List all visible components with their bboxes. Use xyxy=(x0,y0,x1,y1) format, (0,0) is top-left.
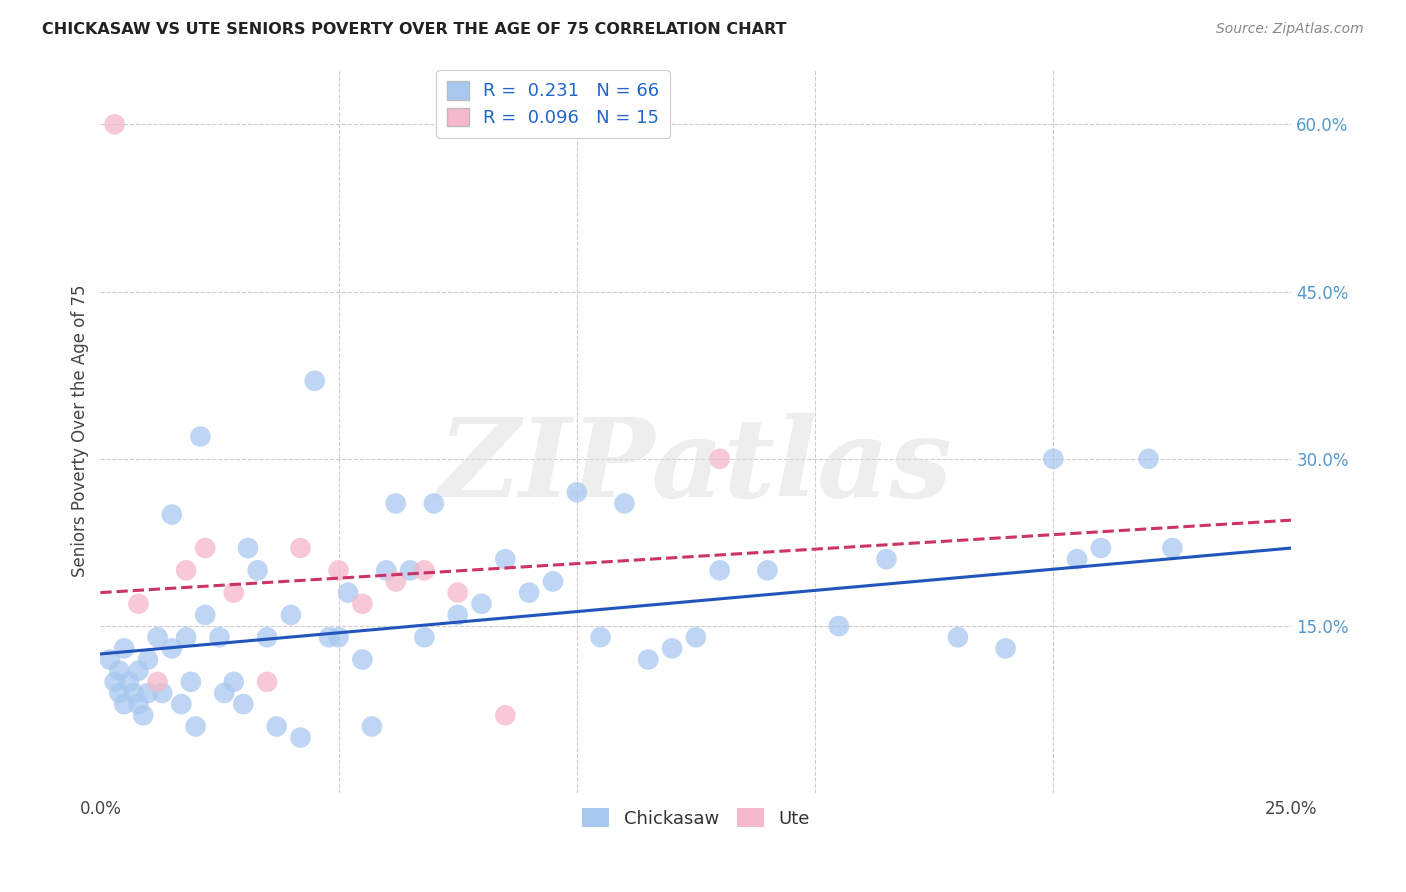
Point xyxy=(108,686,131,700)
Point xyxy=(194,541,217,555)
Point xyxy=(1090,541,1112,555)
Point xyxy=(132,708,155,723)
Point xyxy=(150,686,173,700)
Point xyxy=(613,496,636,510)
Point xyxy=(180,674,202,689)
Point xyxy=(423,496,446,510)
Point xyxy=(266,719,288,733)
Point xyxy=(318,630,340,644)
Point xyxy=(146,674,169,689)
Point xyxy=(337,585,360,599)
Point xyxy=(127,697,149,711)
Point xyxy=(413,630,436,644)
Point xyxy=(494,552,516,566)
Point xyxy=(384,496,406,510)
Point xyxy=(104,117,127,131)
Point xyxy=(447,585,470,599)
Point xyxy=(384,574,406,589)
Point xyxy=(447,607,470,622)
Point xyxy=(112,697,135,711)
Point xyxy=(108,664,131,678)
Text: CHICKASAW VS UTE SENIORS POVERTY OVER THE AGE OF 75 CORRELATION CHART: CHICKASAW VS UTE SENIORS POVERTY OVER TH… xyxy=(42,22,787,37)
Point xyxy=(1042,451,1064,466)
Point xyxy=(170,697,193,711)
Text: Source: ZipAtlas.com: Source: ZipAtlas.com xyxy=(1216,22,1364,37)
Legend: Chickasaw, Ute: Chickasaw, Ute xyxy=(575,801,817,835)
Point xyxy=(256,674,278,689)
Point xyxy=(589,630,612,644)
Point xyxy=(494,708,516,723)
Point xyxy=(122,686,145,700)
Point xyxy=(174,630,197,644)
Point xyxy=(146,630,169,644)
Point xyxy=(541,574,564,589)
Point xyxy=(246,563,269,577)
Point xyxy=(194,607,217,622)
Point xyxy=(256,630,278,644)
Point xyxy=(112,641,135,656)
Point xyxy=(222,585,245,599)
Point xyxy=(290,541,312,555)
Point xyxy=(118,674,141,689)
Point xyxy=(756,563,779,577)
Point xyxy=(875,552,897,566)
Point xyxy=(222,674,245,689)
Point xyxy=(375,563,398,577)
Point xyxy=(160,508,183,522)
Point xyxy=(1161,541,1184,555)
Point xyxy=(174,563,197,577)
Point xyxy=(661,641,683,656)
Point xyxy=(280,607,302,622)
Point xyxy=(98,652,121,666)
Point xyxy=(1066,552,1088,566)
Point xyxy=(328,630,350,644)
Point xyxy=(946,630,969,644)
Point xyxy=(184,719,207,733)
Text: ZIPatlas: ZIPatlas xyxy=(439,413,953,521)
Point xyxy=(361,719,384,733)
Point xyxy=(352,597,374,611)
Point xyxy=(828,619,851,633)
Point xyxy=(328,563,350,577)
Point xyxy=(637,652,659,666)
Point xyxy=(709,563,731,577)
Point xyxy=(136,686,159,700)
Point xyxy=(304,374,326,388)
Point xyxy=(160,641,183,656)
Point xyxy=(136,652,159,666)
Point xyxy=(290,731,312,745)
Point xyxy=(208,630,231,644)
Point xyxy=(685,630,707,644)
Point xyxy=(1137,451,1160,466)
Point xyxy=(709,451,731,466)
Y-axis label: Seniors Poverty Over the Age of 75: Seniors Poverty Over the Age of 75 xyxy=(72,285,89,577)
Point xyxy=(470,597,492,611)
Point xyxy=(212,686,235,700)
Point xyxy=(517,585,540,599)
Point xyxy=(127,597,149,611)
Point xyxy=(352,652,374,666)
Point xyxy=(190,429,212,443)
Point xyxy=(236,541,259,555)
Point xyxy=(399,563,422,577)
Point xyxy=(413,563,436,577)
Point xyxy=(232,697,254,711)
Point xyxy=(994,641,1017,656)
Point xyxy=(127,664,149,678)
Point xyxy=(104,674,127,689)
Point xyxy=(565,485,588,500)
